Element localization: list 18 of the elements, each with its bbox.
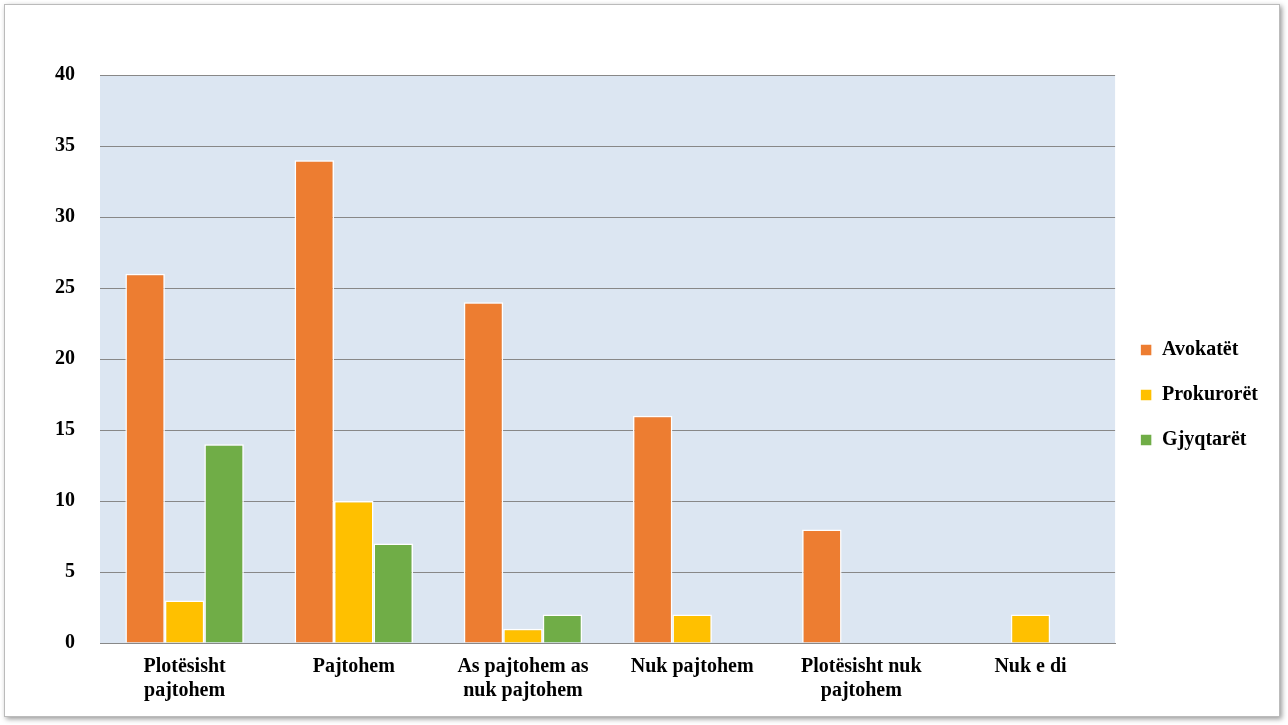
y-tick-label: 30 bbox=[55, 204, 75, 227]
legend-label: Gjyqtarët bbox=[1162, 427, 1247, 451]
y-tick-label: 0 bbox=[65, 630, 75, 653]
x-tick-label: Plotësisht pajtohem bbox=[143, 654, 227, 702]
x-tick-label: Pajtohem bbox=[312, 654, 396, 678]
legend-label: Avokatët bbox=[1162, 337, 1239, 360]
y-tick-label: 15 bbox=[55, 417, 75, 440]
y-tick-label: 20 bbox=[55, 346, 75, 369]
y-tick-label: 5 bbox=[65, 559, 75, 582]
x-tick-label: Plotësisht nuk pajtohem bbox=[801, 654, 923, 702]
x-tick-label: Nuk pajtohem bbox=[630, 654, 754, 678]
x-tick-label: As pajtohem as nuk pajtohem bbox=[457, 654, 589, 702]
x-tick-label: Nuk e di bbox=[994, 654, 1068, 677]
legend-label: Prokurorët bbox=[1162, 382, 1259, 405]
y-tick-label: 35 bbox=[55, 133, 75, 156]
y-tick-label: 40 bbox=[55, 62, 75, 85]
y-tick-label: 10 bbox=[55, 488, 75, 511]
y-tick-label: 25 bbox=[55, 275, 75, 298]
